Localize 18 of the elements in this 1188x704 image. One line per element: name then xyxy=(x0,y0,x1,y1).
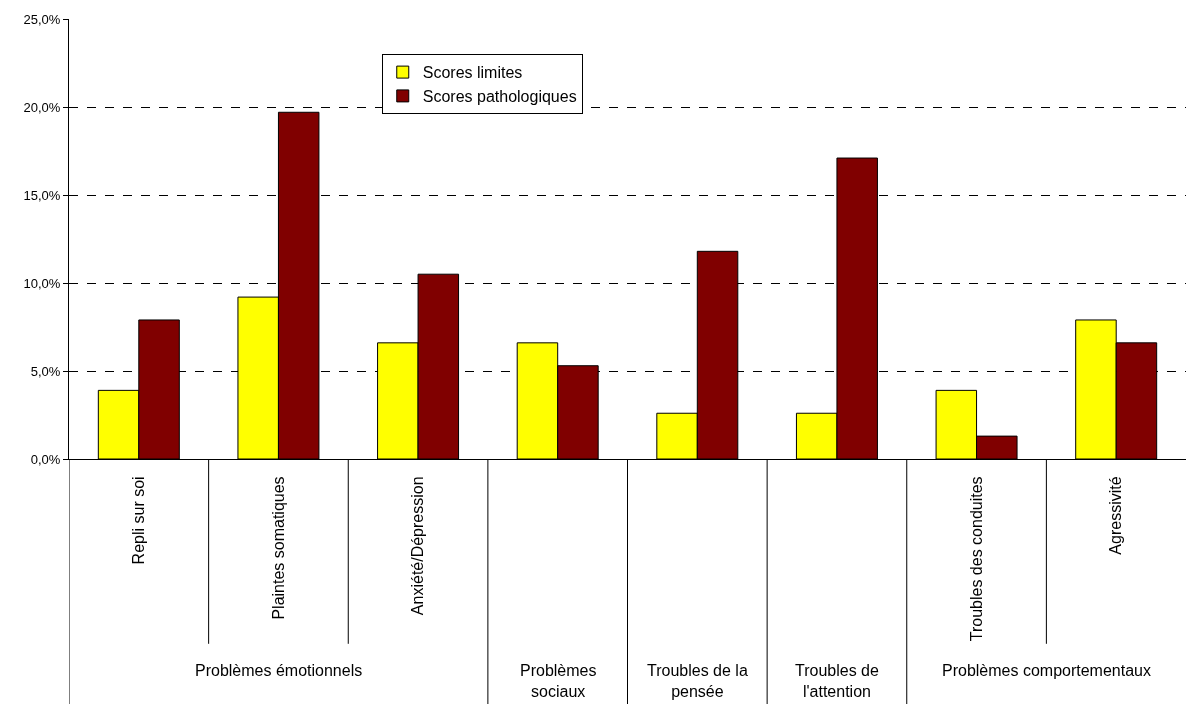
y-tick-label: 5,0% xyxy=(30,363,61,379)
y-tick-label: 20,0% xyxy=(23,99,61,115)
x-tick-label: Plaintes somatiques xyxy=(269,476,287,620)
y-tick-label: 25,0% xyxy=(23,11,61,27)
text: Problèmes émotionnels xyxy=(195,662,363,679)
text: Troubles de l'attention xyxy=(795,662,879,700)
y-tick-label: 15,0% xyxy=(23,187,61,203)
text: Problèmes comportementaux xyxy=(942,662,1151,679)
y-tick-label: 0,0% xyxy=(30,451,61,467)
x-tick-label: Troubles des conduites xyxy=(967,476,985,642)
text: Problèmes sociaux xyxy=(520,662,597,700)
x-tick-label: Agressivité xyxy=(1107,476,1125,555)
x-tick-label: Repli sur soi xyxy=(130,476,148,565)
legend-label: Scores limites xyxy=(422,64,523,82)
legend-label: Scores pathologiques xyxy=(422,88,577,106)
y-tick-label: 10,0% xyxy=(23,275,61,291)
text: Troubles de la pensée xyxy=(647,662,748,700)
x-tick-label: Anxiété/Dépression xyxy=(409,476,427,616)
